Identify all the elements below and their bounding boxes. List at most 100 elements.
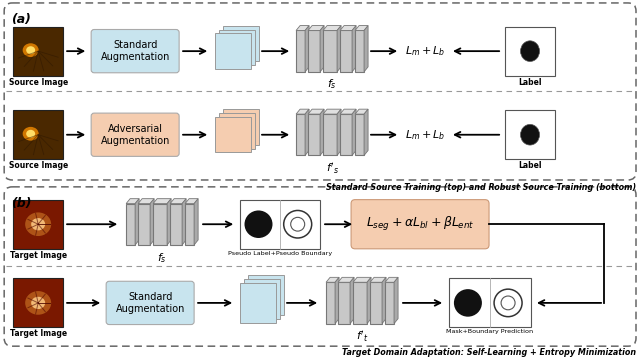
Ellipse shape [22, 127, 38, 141]
Bar [323, 114, 337, 155]
Bar [13, 200, 63, 249]
Polygon shape [194, 199, 198, 245]
Polygon shape [296, 109, 309, 114]
Polygon shape [308, 109, 324, 114]
Polygon shape [305, 109, 309, 155]
Ellipse shape [25, 291, 51, 315]
Bar [215, 33, 251, 69]
Text: Mask+Boundary Prediction: Mask+Boundary Prediction [447, 329, 534, 334]
Bar [170, 204, 182, 245]
Polygon shape [385, 277, 398, 282]
Text: $f'_s$: $f'_s$ [326, 161, 339, 176]
Bar [296, 114, 305, 155]
Polygon shape [182, 199, 186, 245]
Polygon shape [337, 25, 341, 72]
Text: Pseudo Label+Pseudo Boundary: Pseudo Label+Pseudo Boundary [228, 251, 332, 256]
Polygon shape [364, 25, 368, 72]
Text: Standard Source Training (top) and Robust Source Training (bottom): Standard Source Training (top) and Robus… [326, 183, 636, 192]
Bar [505, 110, 555, 159]
Bar [13, 278, 63, 328]
Bar [215, 117, 251, 153]
Text: Target Domain Adaptation: Self-Learning + Entropy Minimization: Target Domain Adaptation: Self-Learning … [342, 348, 636, 357]
Polygon shape [170, 199, 186, 204]
FancyBboxPatch shape [91, 29, 179, 73]
Polygon shape [340, 25, 356, 30]
Text: Source Image: Source Image [8, 161, 68, 170]
Text: $f'_t$: $f'_t$ [356, 329, 369, 344]
Polygon shape [364, 109, 368, 155]
Bar [219, 113, 255, 149]
Text: (a): (a) [11, 13, 31, 26]
Text: $f_s$: $f_s$ [157, 251, 167, 265]
Bar [13, 110, 63, 159]
Text: $L_{seg}+\alpha L_{bl}+\beta L_{ent}$: $L_{seg}+\alpha L_{bl}+\beta L_{ent}$ [365, 215, 474, 233]
Polygon shape [326, 277, 339, 282]
Polygon shape [185, 199, 198, 204]
Polygon shape [337, 109, 341, 155]
Text: Standard
Augmentation: Standard Augmentation [100, 40, 170, 62]
Text: Label: Label [518, 161, 542, 170]
Text: Standard
Augmentation: Standard Augmentation [115, 292, 185, 314]
Polygon shape [308, 25, 324, 30]
Text: Target Image: Target Image [10, 329, 67, 338]
Bar [308, 114, 320, 155]
Bar [248, 275, 284, 315]
Bar [355, 30, 364, 72]
Bar [126, 204, 135, 245]
Text: $f_s$: $f_s$ [327, 78, 337, 92]
FancyBboxPatch shape [91, 113, 179, 156]
Polygon shape [320, 109, 324, 155]
Polygon shape [352, 109, 356, 155]
Ellipse shape [31, 297, 45, 309]
Bar [326, 282, 335, 324]
Polygon shape [320, 25, 324, 72]
Text: Label: Label [518, 78, 542, 87]
Ellipse shape [26, 46, 35, 54]
Bar [385, 282, 394, 324]
Polygon shape [352, 25, 356, 72]
FancyBboxPatch shape [106, 281, 194, 325]
Ellipse shape [520, 125, 540, 145]
Polygon shape [335, 277, 339, 324]
Bar [340, 30, 352, 72]
Bar [323, 30, 337, 72]
FancyBboxPatch shape [351, 200, 489, 249]
Bar [223, 25, 259, 61]
Bar [138, 204, 150, 245]
Bar [244, 279, 280, 319]
Polygon shape [135, 199, 139, 245]
Text: Source Image: Source Image [8, 78, 68, 87]
Ellipse shape [31, 218, 45, 231]
Text: $L_m + L_b$: $L_m + L_b$ [405, 128, 445, 142]
Polygon shape [355, 109, 368, 114]
Bar [308, 30, 320, 72]
Circle shape [244, 211, 273, 238]
Bar [185, 204, 194, 245]
Polygon shape [338, 277, 354, 282]
Bar [370, 282, 382, 324]
Bar [340, 114, 352, 155]
Polygon shape [305, 25, 309, 72]
Polygon shape [370, 277, 386, 282]
Bar [240, 283, 276, 323]
Polygon shape [353, 277, 371, 282]
Text: (b): (b) [11, 197, 31, 210]
Text: Target Image: Target Image [10, 251, 67, 260]
Circle shape [454, 289, 482, 317]
Polygon shape [394, 277, 398, 324]
Polygon shape [367, 277, 371, 324]
Polygon shape [323, 25, 341, 30]
Polygon shape [138, 199, 154, 204]
Ellipse shape [25, 212, 51, 236]
Bar [296, 30, 305, 72]
Bar [353, 282, 367, 324]
Polygon shape [355, 25, 368, 30]
Polygon shape [382, 277, 386, 324]
Polygon shape [296, 25, 309, 30]
Polygon shape [340, 109, 356, 114]
Bar [13, 26, 63, 76]
Text: $L_m + L_b$: $L_m + L_b$ [405, 44, 445, 58]
Polygon shape [167, 199, 171, 245]
Bar [153, 204, 167, 245]
Ellipse shape [520, 41, 540, 62]
